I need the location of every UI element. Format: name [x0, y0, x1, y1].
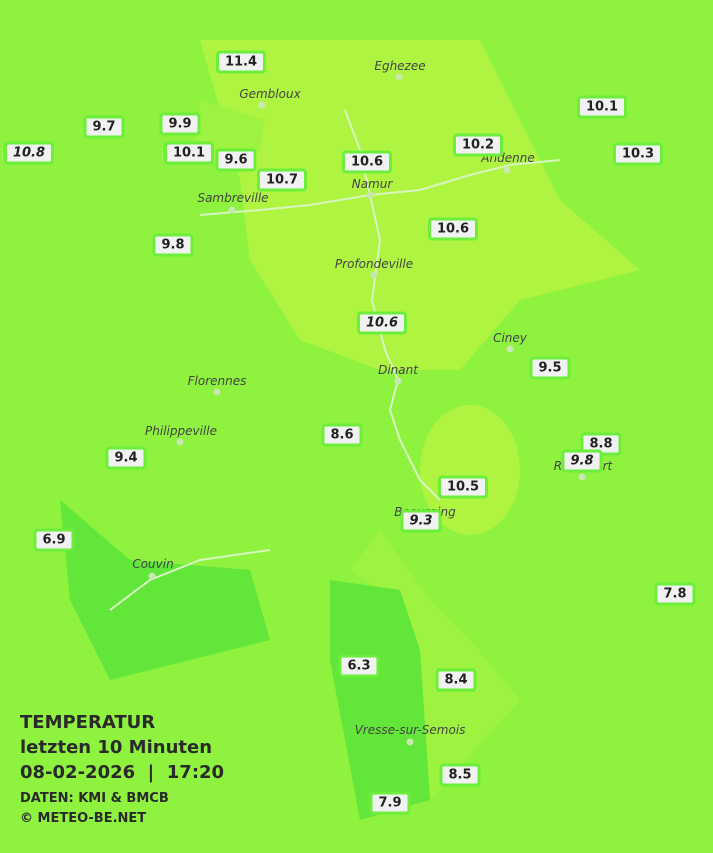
temperature-label: 6.3 — [338, 654, 380, 678]
temperature-label: 9.8 — [561, 449, 603, 473]
city-dot — [395, 73, 403, 81]
temperature-label: 9.3 — [400, 509, 442, 533]
city-label: Couvin — [132, 557, 174, 571]
temperature-label: 10.6 — [341, 150, 393, 174]
river — [109, 549, 271, 611]
city-dot — [258, 101, 266, 109]
city-dot — [228, 206, 236, 214]
city-dot — [176, 438, 184, 446]
temperature-label: 10.7 — [256, 168, 308, 192]
city-label: Namur — [351, 177, 393, 191]
city-label: Vresse-sur-Semois — [354, 723, 466, 737]
city-dot — [370, 271, 378, 279]
city-dot — [366, 191, 374, 199]
city-label: Eghezee — [374, 59, 426, 73]
title: TEMPERATUR — [20, 712, 156, 733]
source: DATEN: KMI & BMCB — [20, 791, 169, 806]
temperature-label: 10.5 — [437, 475, 489, 499]
temperature-label: 6.9 — [33, 528, 75, 552]
temperature-label: 8.8 — [580, 432, 622, 456]
city-dot — [148, 572, 156, 580]
subtitle: letzten 10 Minuten — [20, 737, 213, 758]
city-dot — [213, 388, 221, 396]
city-dot — [578, 473, 586, 481]
temperature-label: 9.9 — [159, 112, 201, 136]
city-label: Dinant — [378, 363, 418, 377]
city-label: Philippeville — [145, 424, 217, 438]
temperature-label: 10.3 — [612, 142, 664, 166]
city-label: Gembloux — [239, 87, 301, 101]
temperature-label: 7.8 — [654, 582, 696, 606]
city-dot — [406, 738, 414, 746]
temperature-label: 8.5 — [439, 763, 481, 787]
city-dot — [506, 345, 514, 353]
temperature-label: 10.8 — [3, 141, 55, 165]
river — [344, 109, 441, 501]
temperature-label: 9.7 — [83, 115, 125, 139]
temperature-label: 10.6 — [356, 311, 408, 335]
city-label: Florennes — [187, 374, 247, 388]
temperature-label: 10.1 — [576, 95, 628, 119]
temperature-label: 10.6 — [427, 217, 479, 241]
city-label: Sambreville — [197, 191, 269, 205]
temperature-label: 7.9 — [369, 791, 411, 815]
temperature-label: 10.1 — [163, 141, 215, 165]
city-label: Profondeville — [334, 257, 414, 271]
credit: © METEO-BE.NET — [20, 811, 147, 826]
temperature-label: 9.4 — [105, 446, 147, 470]
temperature-label: 10.2 — [452, 133, 504, 157]
temperature-label: 9.8 — [152, 233, 194, 257]
city-dot — [394, 377, 402, 385]
river — [199, 159, 561, 216]
temperature-label: 9.6 — [215, 148, 257, 172]
city-dot — [503, 166, 511, 174]
temperature-label: 11.4 — [215, 50, 267, 74]
temperature-label: 8.4 — [435, 668, 477, 692]
temperature-label: 9.5 — [529, 356, 571, 380]
city-label: Ciney — [493, 331, 527, 345]
datetime: 08-02-2026 | 17:20 — [20, 762, 225, 783]
temperature-label: 8.6 — [321, 423, 363, 447]
